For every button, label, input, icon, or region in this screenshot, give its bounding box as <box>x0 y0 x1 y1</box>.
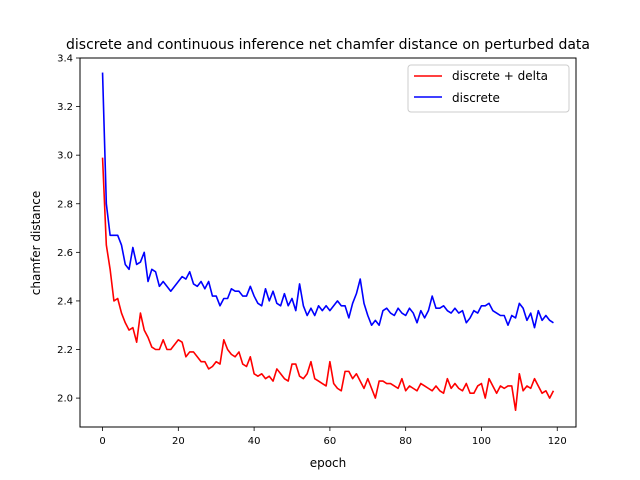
y-axis: 2.0 2.2 2.4 2.6 2.8 3.0 3.2 3.4 <box>57 54 80 405</box>
x-tick-label: 40 <box>248 436 261 447</box>
legend-box <box>407 64 570 113</box>
y-axis-label: chamfer distance <box>29 191 43 295</box>
y-tick-label: 2.6 <box>57 248 73 259</box>
x-tick-label: 100 <box>472 436 491 447</box>
y-tick-label: 2.0 <box>57 394 73 405</box>
legend: discrete + delta discrete <box>407 64 570 113</box>
y-tick-label: 2.4 <box>57 296 73 307</box>
chart-title: discrete and continuous inference net ch… <box>66 37 590 53</box>
y-tick-label: 2.8 <box>57 199 73 210</box>
legend-label-discrete-delta: discrete + delta <box>452 69 548 83</box>
series-line-discrete <box>101 72 554 329</box>
y-tick-label: 3.2 <box>57 102 73 113</box>
x-tick-label: 80 <box>399 436 412 447</box>
legend-label-discrete: discrete <box>452 91 500 105</box>
series-layer <box>101 72 555 412</box>
x-axis-label: epoch <box>310 456 347 470</box>
x-tick-label: 60 <box>324 436 337 447</box>
x-tick-label: 120 <box>548 436 567 447</box>
series-line-discrete-delta <box>101 157 555 412</box>
x-tick-label: 0 <box>99 436 105 447</box>
y-tick-label: 2.2 <box>57 345 73 356</box>
y-tick-label: 3.0 <box>57 151 73 162</box>
x-axis: 0 20 40 60 80 100 120 <box>99 427 567 447</box>
x-tick-label: 20 <box>172 436 185 447</box>
plot-area <box>80 58 576 427</box>
plot-frame <box>79 57 577 428</box>
y-tick-label: 3.4 <box>57 54 73 65</box>
